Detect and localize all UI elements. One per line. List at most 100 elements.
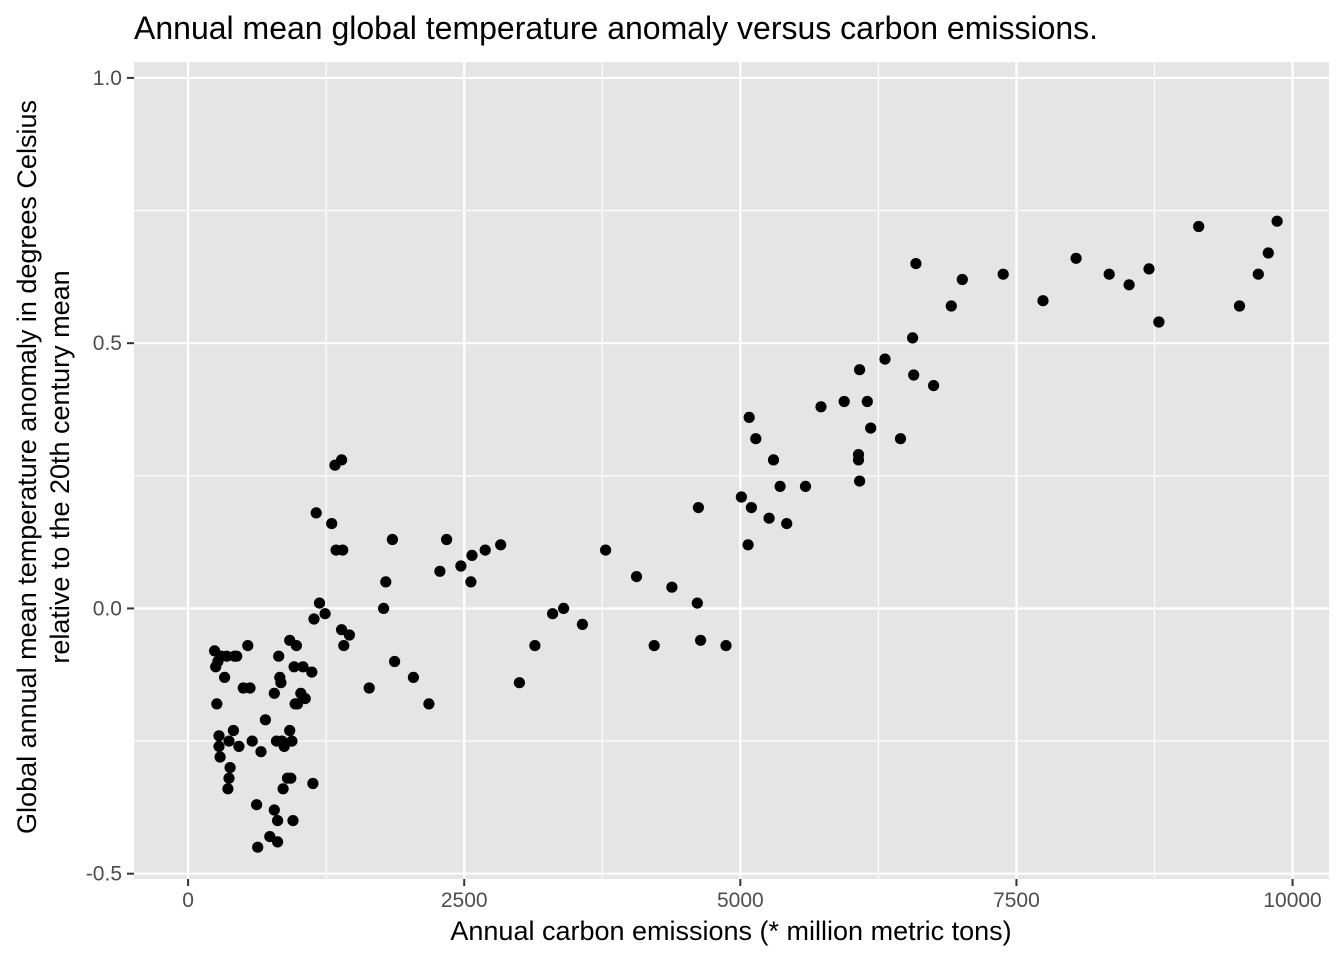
data-point <box>268 804 280 816</box>
data-point <box>1193 220 1205 233</box>
data-point <box>223 772 235 784</box>
data-point <box>297 661 309 673</box>
data-point <box>246 735 258 747</box>
data-point <box>224 762 236 774</box>
data-point <box>465 576 477 588</box>
data-point <box>268 687 280 699</box>
data-point <box>735 491 748 503</box>
data-point <box>343 629 355 641</box>
data-point <box>865 422 877 434</box>
data-point <box>838 395 850 408</box>
y-tick-label: 0.0 <box>93 597 122 620</box>
data-point <box>781 518 793 530</box>
y-tick-label: -0.5 <box>86 863 122 886</box>
data-point <box>277 783 289 795</box>
data-point <box>386 533 398 546</box>
data-point <box>326 518 338 530</box>
x-axis: 0 2500 5000 7500 10000 <box>182 879 1322 912</box>
data-point <box>815 401 827 413</box>
data-point <box>600 544 612 556</box>
data-point <box>1103 268 1115 280</box>
data-point <box>221 650 233 662</box>
data-point <box>259 714 271 726</box>
data-point <box>310 507 322 519</box>
data-point <box>1143 263 1155 275</box>
data-point <box>666 581 678 593</box>
data-point <box>378 602 390 615</box>
data-point <box>1037 295 1049 307</box>
data-point <box>319 608 331 620</box>
data-point <box>1252 268 1264 280</box>
data-point <box>691 597 703 609</box>
data-point <box>720 640 732 652</box>
data-point <box>861 395 873 408</box>
data-point <box>242 640 254 652</box>
data-point <box>745 502 758 514</box>
y-axis-title-line-1: Global annual mean temperature anomaly i… <box>12 100 42 834</box>
data-point <box>1153 316 1165 328</box>
data-point <box>211 698 223 710</box>
x-tick-label: 10000 <box>1263 889 1321 912</box>
data-point <box>1070 252 1082 264</box>
data-point <box>338 640 350 652</box>
data-point <box>1123 279 1135 291</box>
data-point <box>910 258 922 270</box>
data-point <box>854 364 866 376</box>
data-point <box>336 454 348 466</box>
y-axis-title-line-2: relative to the 20th century mean <box>45 270 75 663</box>
data-point <box>337 544 349 556</box>
data-point <box>441 533 453 546</box>
data-point <box>928 380 940 392</box>
data-point <box>558 602 570 615</box>
data-point <box>743 411 755 423</box>
data-point <box>434 565 446 577</box>
data-point <box>648 640 660 652</box>
data-point <box>997 268 1009 280</box>
data-point <box>273 650 285 662</box>
data-point <box>742 539 754 551</box>
y-axis: -0.5 0.0 0.5 1.0 <box>86 67 134 886</box>
data-point <box>547 608 559 620</box>
data-point <box>695 634 707 646</box>
x-tick-label: 2500 <box>441 889 488 912</box>
data-point <box>272 815 284 827</box>
data-point <box>907 332 919 344</box>
data-point <box>290 640 302 652</box>
x-axis-title: Annual carbon emissions (* million metri… <box>450 916 1011 946</box>
y-tick-label: 0.5 <box>93 332 122 355</box>
data-point <box>495 539 507 551</box>
data-point <box>233 740 245 753</box>
data-point <box>307 777 319 790</box>
data-point <box>774 480 786 492</box>
data-point <box>466 549 478 562</box>
data-point <box>285 772 297 784</box>
data-point <box>879 353 891 365</box>
data-point <box>854 475 866 487</box>
data-point <box>799 480 812 492</box>
data-point <box>223 735 235 747</box>
data-point <box>407 671 419 684</box>
data-point <box>956 273 968 286</box>
data-point <box>945 300 957 312</box>
data-point <box>288 661 300 673</box>
plot-panel <box>134 62 1329 879</box>
data-point <box>251 799 263 811</box>
data-point <box>306 666 318 678</box>
data-point <box>692 502 705 514</box>
data-point <box>380 576 392 588</box>
data-point <box>1271 215 1283 227</box>
data-point <box>630 571 643 583</box>
data-point <box>231 650 243 662</box>
data-point <box>244 682 256 694</box>
minor-gridlines <box>134 62 1329 879</box>
data-point <box>750 433 762 445</box>
data-point <box>1262 247 1274 259</box>
data-point <box>894 433 907 445</box>
data-point <box>213 740 225 753</box>
chart-title: Annual mean global temperature anomaly v… <box>134 10 1098 46</box>
data-point <box>287 815 299 827</box>
data-point <box>299 693 311 705</box>
data-point <box>313 597 326 609</box>
data-point <box>275 677 287 689</box>
